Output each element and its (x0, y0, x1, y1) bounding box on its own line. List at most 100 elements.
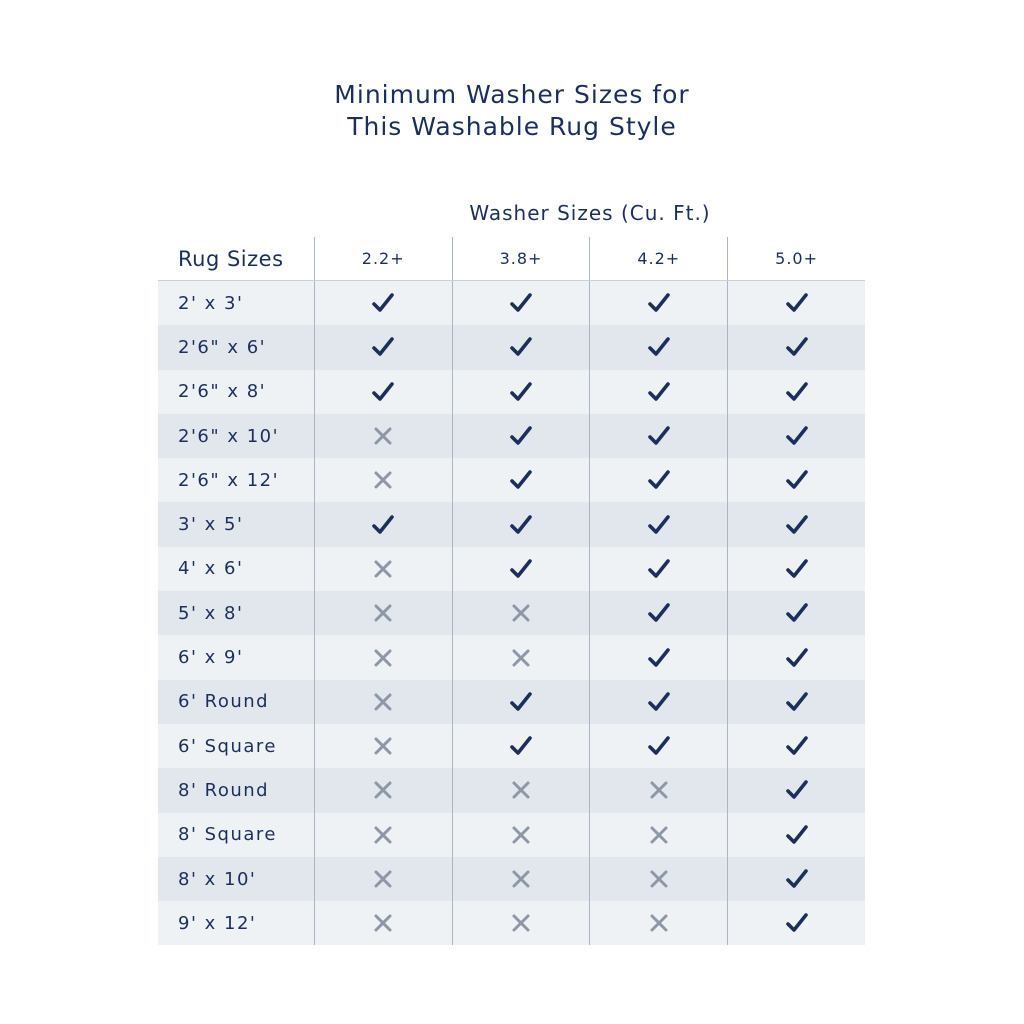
table-row: 5' x 8' (158, 591, 865, 636)
check-icon (647, 514, 670, 534)
fit-cell (589, 768, 727, 813)
cross-icon (374, 471, 392, 489)
table-row: 8' Round (158, 768, 865, 813)
fit-cell (313, 812, 452, 857)
check-icon (785, 913, 808, 933)
check-icon (647, 426, 670, 445)
fit-cell (727, 281, 865, 326)
fit-cell (589, 369, 727, 414)
cross-icon (650, 781, 668, 799)
check-icon (510, 514, 532, 534)
column-group-caption: Washer Sizes (Cu. Ft.) (469, 201, 711, 225)
title-line: Minimum Washer Sizes for (334, 80, 690, 109)
fit-cell (451, 901, 590, 946)
rug-size: 3' x 5' (178, 514, 244, 536)
table-row: 2'6" x 12' (158, 458, 865, 503)
rug-size: 9' x 12' (178, 912, 257, 934)
cross-icon (374, 781, 392, 799)
check-icon (647, 470, 670, 490)
fit-cell (313, 901, 452, 946)
rug-size: 6' Round (178, 691, 270, 713)
check-icon (785, 780, 808, 800)
title-line: This Washable Rug Style (347, 112, 677, 141)
fit-cell (589, 901, 727, 946)
fit-cell (313, 502, 452, 547)
check-icon (510, 559, 532, 578)
fit-cell (451, 635, 590, 680)
check-icon (785, 337, 808, 357)
check-icon (785, 869, 808, 888)
check-icon (647, 559, 670, 578)
cross-icon (650, 870, 668, 888)
cross-icon (512, 870, 530, 888)
header-cell: 3.8+ (451, 237, 590, 280)
check-icon (785, 692, 808, 711)
cross-icon (374, 604, 392, 622)
header-cell: Rug Sizes (178, 246, 284, 271)
fit-cell (727, 856, 865, 902)
cross-icon (374, 427, 392, 445)
table-row: 8' x 10' (158, 856, 865, 902)
table-row: 6' Round (158, 679, 865, 724)
fit-cell (727, 812, 865, 857)
check-icon (785, 603, 808, 623)
fit-cell (727, 591, 865, 636)
check-icon (647, 293, 670, 312)
check-icon (647, 736, 670, 755)
fit-cell (589, 856, 727, 902)
table-row: 2'6" x 10' (158, 413, 865, 459)
fit-cell (451, 458, 590, 503)
table-row: 3' x 5' (158, 502, 865, 547)
cross-icon (374, 737, 392, 755)
check-icon (647, 692, 670, 711)
fit-cell (589, 679, 727, 724)
rug-size: 2'6" x 10' (178, 425, 280, 447)
fit-cell (589, 281, 727, 326)
check-icon (785, 824, 808, 844)
fit-cell (727, 635, 865, 680)
cross-icon (512, 604, 530, 622)
cross-icon (650, 914, 668, 932)
fit-cell (589, 723, 727, 769)
fit-cell (727, 325, 865, 370)
check-icon (785, 559, 808, 578)
fit-cell (451, 413, 590, 459)
cross-icon (512, 826, 530, 844)
check-icon (372, 381, 394, 401)
cross-icon (374, 693, 392, 711)
fit-cell (589, 458, 727, 503)
fit-cell (589, 413, 727, 459)
fit-cell (727, 768, 865, 813)
fit-cell (313, 635, 452, 680)
fit-cell (589, 635, 727, 680)
check-icon (510, 337, 532, 357)
fit-cell (313, 546, 452, 592)
check-icon (510, 736, 532, 755)
header-row: Rug Sizes 2.2+ 3.8+ 4.2+ 5.0+ (158, 237, 865, 281)
check-icon (785, 514, 808, 534)
check-icon (647, 381, 670, 401)
fit-cell (451, 856, 590, 902)
fit-cell (313, 856, 452, 902)
fit-cell (727, 369, 865, 414)
fit-cell (451, 325, 590, 370)
cross-icon (512, 649, 530, 667)
check-icon (510, 293, 532, 312)
fit-cell (589, 812, 727, 857)
rug-size: 4' x 6' (178, 558, 244, 580)
fit-cell (313, 591, 452, 636)
cross-icon (374, 560, 392, 578)
check-icon (785, 381, 808, 401)
table-row: 2'6" x 6' (158, 325, 865, 370)
check-icon (647, 603, 670, 623)
header-cell: 5.0+ (727, 237, 865, 280)
fit-cell (451, 546, 590, 592)
fit-cell (313, 723, 452, 769)
table-row: 8' Square (158, 812, 865, 857)
check-icon (510, 470, 532, 490)
table-row: 9' x 12' (158, 901, 865, 946)
check-icon (372, 293, 394, 312)
rug-size: 8' Square (178, 824, 277, 846)
header-cell: 4.2+ (589, 237, 727, 280)
